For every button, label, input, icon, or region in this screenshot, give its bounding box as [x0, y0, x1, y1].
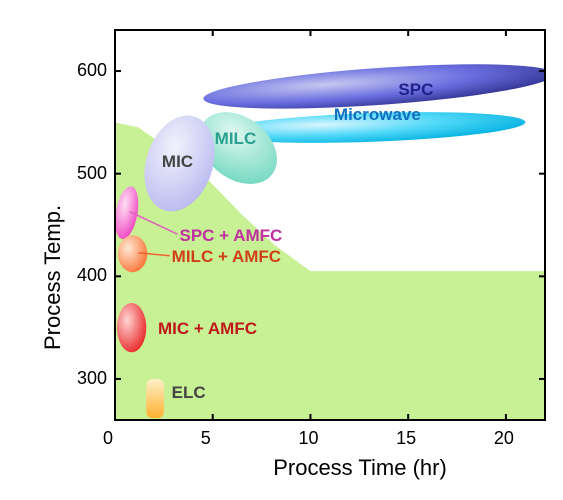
label-elc: ELC	[172, 383, 206, 403]
label-microwave: Microwave	[334, 105, 421, 125]
x-tick-label: 10	[298, 428, 318, 449]
x-tick-label: 15	[396, 428, 416, 449]
label-milc: MILC	[215, 129, 257, 149]
y-tick-label: 300	[77, 368, 107, 389]
label-mic_amfc: MIC + AMFC	[158, 319, 257, 339]
x-tick-label: 20	[494, 428, 514, 449]
y-tick-label: 500	[77, 163, 107, 184]
label-spc: SPC	[398, 80, 433, 100]
label-milc_amfc: MILC + AMFC	[172, 247, 281, 267]
label-spc_amfc: SPC + AMFC	[180, 226, 283, 246]
label-mic: MIC	[162, 152, 193, 172]
x-tick-label: 0	[103, 428, 113, 449]
process-chart: Process Temp. Process Time (hr) 05101520…	[0, 0, 563, 500]
x-tick-label: 5	[201, 428, 211, 449]
y-tick-label: 400	[77, 265, 107, 286]
y-tick-label: 600	[77, 60, 107, 81]
